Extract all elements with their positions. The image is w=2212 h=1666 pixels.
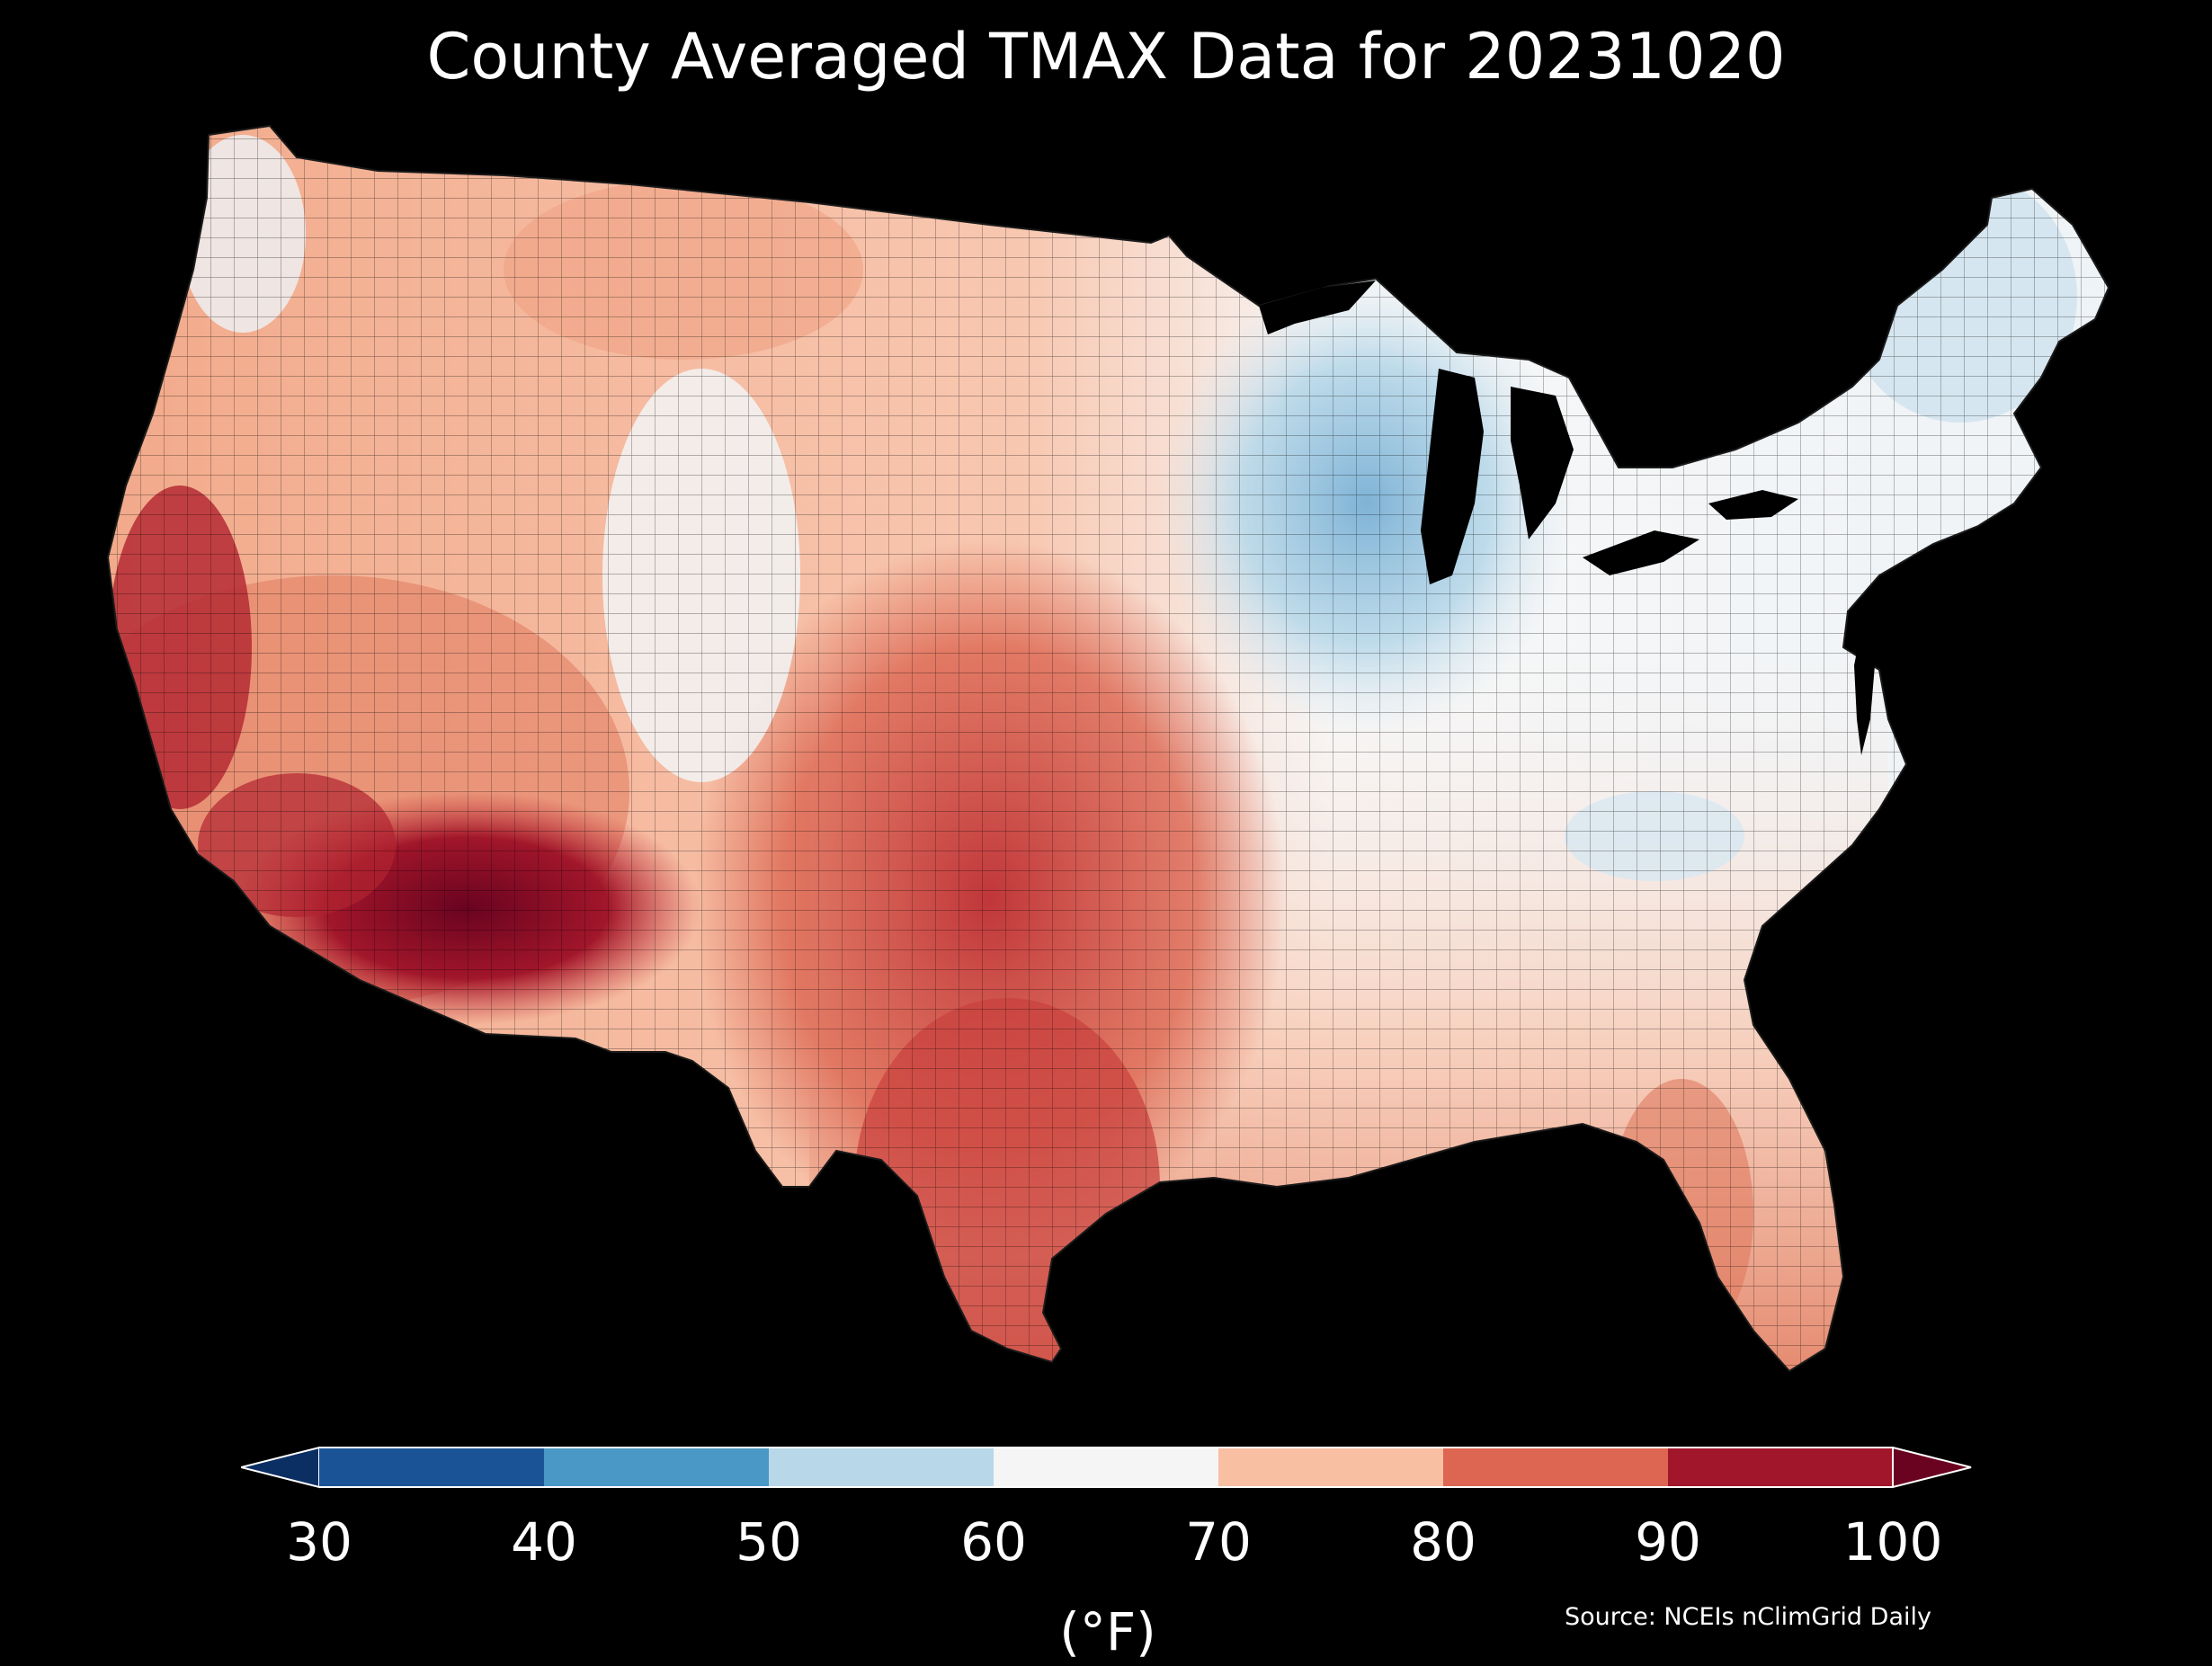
colorbar (241, 1446, 1972, 1489)
colorbar-bin-80-90 (1443, 1448, 1668, 1487)
colorbar-bin-50-60 (769, 1448, 994, 1487)
colorbar-tick-label: 50 (736, 1511, 802, 1572)
source-credit: Source: NCEIs nClimGrid Daily (1565, 1603, 1931, 1631)
colorbar-bin-40-50 (544, 1448, 769, 1487)
colorbar-bin-30-40 (319, 1448, 544, 1487)
colorbar-unit-label: (°F) (1059, 1601, 1156, 1662)
choropleth-map (106, 124, 2110, 1373)
colorbar-tick-label: 90 (1635, 1511, 1701, 1572)
great-lakes (1259, 281, 1798, 584)
colorbar-tick-label: 60 (960, 1511, 1027, 1572)
colorbar-bin-90-100 (1668, 1448, 1893, 1487)
colorbar-under-arrow (241, 1446, 320, 1489)
chesapeake-bay (1854, 629, 1875, 755)
colorbar-tick-label: 40 (511, 1511, 577, 1572)
colorbar-over-arrow (1892, 1446, 1972, 1489)
colorbar-tick-label: 70 (1185, 1511, 1252, 1572)
colorbar-bin-70-80 (1218, 1448, 1443, 1487)
colorbar-bin-60-70 (994, 1448, 1218, 1487)
colorbar-tick-label: 80 (1410, 1511, 1476, 1572)
colorbar-tick-label: 100 (1842, 1511, 1943, 1572)
colorbar-tick-label: 30 (286, 1511, 352, 1572)
us-outline (106, 124, 2110, 1373)
map-title: County Averaged TMAX Data for 20231020 (426, 20, 1786, 94)
county-fill-layer (108, 126, 2109, 1371)
